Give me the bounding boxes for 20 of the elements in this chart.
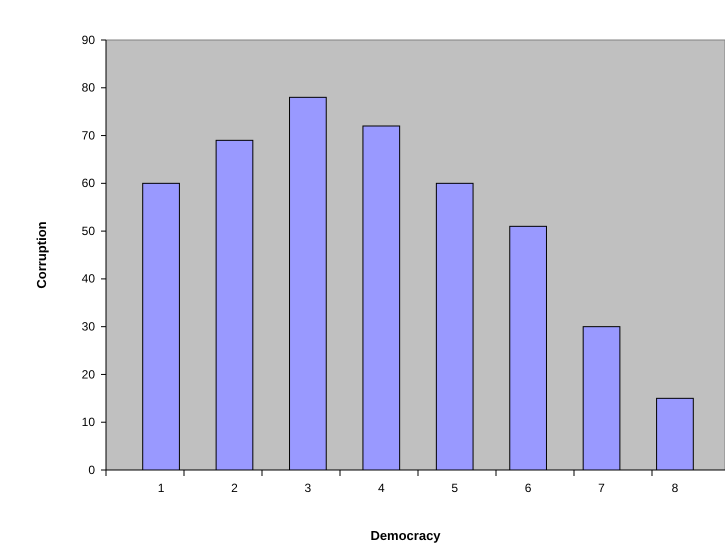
y-tick-label: 90: [82, 32, 96, 47]
y-axis-title: Corruption: [34, 221, 49, 289]
y-tick-label: 40: [82, 272, 96, 286]
y-tick-label: 70: [82, 128, 96, 142]
x-tick-label: 7: [598, 481, 606, 495]
x-tick-label: 6: [524, 481, 532, 495]
y-tick-label: 10: [82, 415, 96, 430]
y-tick-label: 80: [82, 80, 96, 95]
x-tick-label: 8: [672, 481, 679, 495]
x-axis-title: Democracy: [370, 528, 442, 543]
y-tick-label: 50: [82, 224, 96, 238]
x-tick-label: 5: [451, 481, 458, 495]
x-tick-label: 3: [304, 481, 312, 495]
x-tick-label: 1: [158, 481, 165, 495]
y-tick-label: 20: [82, 367, 96, 382]
x-tick-label: 4: [378, 481, 385, 495]
x-tick-label: 2: [231, 481, 238, 495]
y-tick-label: 60: [82, 176, 96, 190]
y-tick-label: 30: [82, 320, 96, 334]
y-tick-label: 0: [88, 462, 96, 477]
